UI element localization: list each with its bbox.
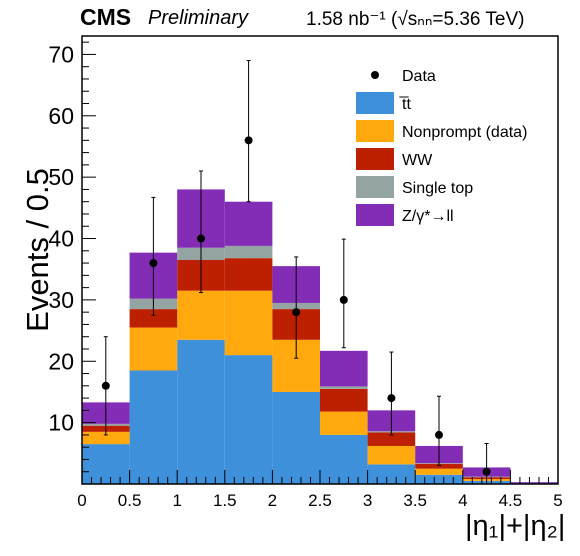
x-tick-label-2: 1 xyxy=(172,491,181,510)
x-tick-label-6: 3 xyxy=(363,491,372,510)
data-point-0 xyxy=(101,381,110,390)
bar-series1-bin3 xyxy=(224,290,273,356)
bar-series4-bin9 xyxy=(510,482,558,484)
bar-series1-bin7 xyxy=(415,468,463,475)
bar-series2-bin1 xyxy=(129,309,178,328)
data-point-1 xyxy=(149,259,158,268)
data-point-7 xyxy=(435,430,443,439)
bar-series0-bin1 xyxy=(129,370,178,484)
bar-series4-bin5 xyxy=(320,350,368,387)
bar-series2-bin6 xyxy=(367,432,416,446)
x-tick-label-0: 0 xyxy=(77,491,86,510)
legend-swatch-1 xyxy=(356,92,394,114)
axes: 0 0.5 1 1.5 2 2.5 3 3.5 4 4.5 5 10 20 30 40 50 60 70 xyxy=(48,35,563,510)
legend-swatch-2 xyxy=(356,120,394,142)
y-tick-label-2: 30 xyxy=(48,287,74,313)
bar-series0-bin2 xyxy=(177,339,225,484)
bar-series0-bin4 xyxy=(272,391,320,484)
y-tick-label-0: 10 xyxy=(48,410,74,436)
legend-label-0: Data xyxy=(402,68,436,85)
bar-series0-bin7 xyxy=(415,474,463,484)
bar-series0-bin6 xyxy=(367,464,416,484)
bar-series3-bin3 xyxy=(224,245,273,259)
x-tick-label-5: 2.5 xyxy=(308,491,332,510)
bar-series0-bin5 xyxy=(320,434,368,484)
bar-series4-bin3 xyxy=(224,201,273,246)
data-point-6 xyxy=(387,394,396,403)
data-point-5 xyxy=(339,295,348,304)
bar-series2-bin7 xyxy=(415,463,463,469)
status-label: Preliminary xyxy=(148,7,249,29)
bar-series1-bin5 xyxy=(320,411,368,435)
x-tick-label-9: 4.5 xyxy=(499,491,523,510)
bar-series0-bin3 xyxy=(224,355,273,484)
data-point-2 xyxy=(197,234,205,243)
x-tick-label-10: 5 xyxy=(553,491,562,510)
bar-series1-bin2 xyxy=(177,290,225,340)
legend: Data t̅t Nonprompt (data) WW Single top Z/γ*→… xyxy=(356,68,527,226)
y-tick-label-6: 70 xyxy=(48,41,74,67)
data-points xyxy=(101,60,491,485)
bar-series1-bin1 xyxy=(129,327,178,371)
y-tick-label-5: 60 xyxy=(48,103,74,129)
bar-series2-bin3 xyxy=(224,258,273,291)
legend-label-1: t̅t xyxy=(399,96,411,113)
x-tick-label-3: 1.5 xyxy=(213,491,237,510)
y-tick-label-3: 40 xyxy=(48,226,74,252)
luminosity-label: 1.58 nb⁻¹ (√sₙₙ=5.36 TeV) xyxy=(306,9,525,30)
legend-swatch-5 xyxy=(356,204,394,226)
legend-swatch-4 xyxy=(356,176,394,198)
x-axis-label: |η₁|+|η₂| xyxy=(465,510,566,542)
legend-label-2: Nonprompt (data) xyxy=(402,124,527,141)
bar-series1-bin0 xyxy=(82,431,130,445)
bar-series0-bin0 xyxy=(82,444,130,484)
legend-label-4: Single top xyxy=(402,180,473,197)
legend-label-3: WW xyxy=(402,152,433,169)
data-point-8 xyxy=(482,467,491,476)
bar-series1-bin6 xyxy=(367,445,416,465)
legend-label-5: Z/γ*→ll xyxy=(402,208,454,225)
bar-series3-bin5 xyxy=(320,386,368,389)
legend-swatch-3 xyxy=(356,148,394,170)
data-point-3 xyxy=(244,136,253,145)
x-tick-label-1: 0.5 xyxy=(118,491,142,510)
x-tick-label-8: 4 xyxy=(458,491,467,510)
x-tick-label-4: 2 xyxy=(268,491,277,510)
y-tick-label-1: 20 xyxy=(48,348,74,374)
experiment-label: CMS xyxy=(80,4,132,30)
bar-series2-bin5 xyxy=(320,388,368,412)
y-tick-label-4: 50 xyxy=(48,164,74,190)
data-point-4 xyxy=(292,308,301,317)
legend-marker-data xyxy=(371,71,379,79)
x-tick-label-7: 3.5 xyxy=(403,491,427,510)
